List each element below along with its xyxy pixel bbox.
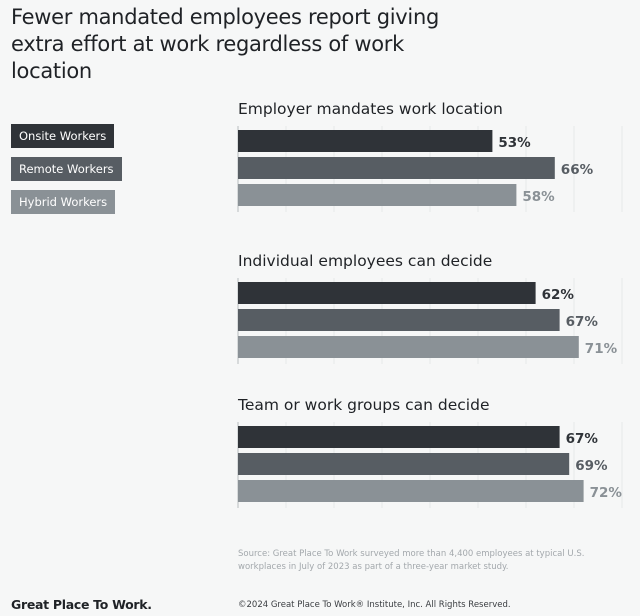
bar <box>238 282 536 304</box>
data-label: 62% <box>542 287 575 303</box>
source-note: Source: Great Place To Work surveyed mor… <box>238 549 585 572</box>
chart-title: Fewer mandated employees report giving e… <box>11 5 440 83</box>
logo: Great Place To Work. <box>11 597 152 612</box>
data-label: 66% <box>561 162 594 178</box>
legend-onsite: Onsite Workers <box>11 124 115 148</box>
group-title: Employer mandates work location <box>238 100 503 118</box>
bar <box>238 309 560 331</box>
group-title: Team or work groups can decide <box>237 396 489 414</box>
data-label: 69% <box>575 458 608 474</box>
data-label: 71% <box>585 341 618 357</box>
bar <box>238 130 493 152</box>
legend: Onsite Workers Remote Workers Hybrid Wor… <box>11 124 122 223</box>
bar-chart: Employer mandates work location 53% 66% 58%… <box>237 100 623 508</box>
bar <box>238 480 584 502</box>
bar <box>238 453 570 475</box>
data-label: 72% <box>590 485 623 501</box>
legend-hybrid: Hybrid Workers <box>11 190 116 214</box>
bar <box>238 184 517 206</box>
data-label: 67% <box>566 314 599 330</box>
bar <box>238 336 579 358</box>
data-label: 58% <box>522 189 555 205</box>
copyright: ©2024 Great Place To Work® Institute, In… <box>238 600 511 610</box>
group-title: Individual employees can decide <box>238 252 492 270</box>
data-label: 67% <box>566 431 599 447</box>
bar <box>238 426 560 448</box>
data-label: 53% <box>498 135 531 151</box>
bar <box>238 157 555 179</box>
legend-remote: Remote Workers <box>11 157 122 181</box>
